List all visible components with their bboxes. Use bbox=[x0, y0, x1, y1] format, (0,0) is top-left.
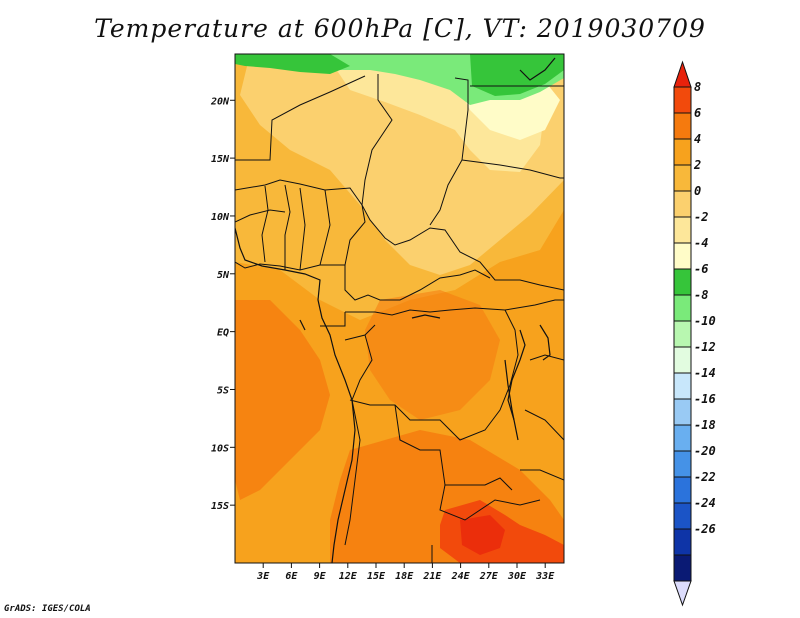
colorbar-label: -2 bbox=[694, 210, 708, 224]
field-region-orange-west-coast bbox=[235, 300, 330, 500]
lon-tick-label: 30E bbox=[507, 571, 527, 582]
map-frame bbox=[234, 53, 565, 564]
colorbar-label: -10 bbox=[694, 314, 716, 328]
colorbar-cell-18 bbox=[673, 528, 692, 556]
colorbar-bottom-triangle bbox=[673, 580, 692, 607]
axis-ticks: 3E 6E 9E 12E 15E 18E 21E 24E 27E 30E 33E 20N 15N 10N 5… bbox=[210, 96, 555, 582]
lon-tick-label: 21E bbox=[422, 571, 442, 582]
lon-tick-label: 6E bbox=[285, 571, 298, 582]
colorbar-cell-17 bbox=[673, 502, 692, 530]
colorbar-cell-19 bbox=[673, 554, 692, 582]
lat-tick-label: 5S bbox=[217, 385, 229, 396]
colorbar-label: 2 bbox=[693, 158, 701, 172]
coastline bbox=[235, 57, 556, 563]
colorbar-cell-5 bbox=[673, 190, 692, 218]
colorbar-label: -8 bbox=[694, 288, 708, 302]
colorbar-cell-3 bbox=[673, 138, 692, 166]
colorbar-cell-13 bbox=[673, 398, 692, 426]
colorbar-label: 8 bbox=[694, 80, 701, 94]
colorbar-top-triangle bbox=[673, 60, 692, 88]
colorbar-cell-9 bbox=[673, 294, 692, 322]
colorbar-cell-11 bbox=[673, 346, 692, 374]
colorbar-cell-1 bbox=[673, 86, 692, 114]
lon-tick-label: 3E bbox=[256, 571, 270, 582]
lon-tick-label: 33E bbox=[535, 571, 555, 582]
colorbar-label: -4 bbox=[694, 236, 708, 250]
colorbar-label: -18 bbox=[694, 418, 716, 432]
field-region-green-dark bbox=[235, 54, 350, 74]
colorbar: 8 6 4 2 0 -2 -4 -6 -8 -10 -12 -14 -16 -18 -20 -22 -24 -26 bbox=[673, 60, 716, 607]
country-borders bbox=[235, 74, 564, 563]
lat-tick-label: 5N bbox=[217, 270, 230, 281]
lat-tick-label: 10N bbox=[211, 212, 230, 223]
colorbar-label: -12 bbox=[694, 340, 716, 354]
lon-tick-label: 12E bbox=[339, 571, 358, 582]
credit-label: GrADS: IGES/COLA bbox=[4, 604, 91, 614]
colorbar-label: -20 bbox=[694, 444, 716, 458]
lon-tick-label: 18E bbox=[395, 571, 414, 582]
lon-tick-label: 27E bbox=[479, 571, 499, 582]
colorbar-cell-14 bbox=[673, 424, 692, 452]
colorbar-cell-6 bbox=[673, 216, 692, 244]
colorbar-label: 4 bbox=[694, 132, 701, 146]
map-title: Temperature at 600hPa [C], VT: 201903070… bbox=[94, 14, 706, 43]
colorbar-label: -14 bbox=[694, 366, 716, 380]
colorbar-label: -26 bbox=[694, 522, 716, 536]
lon-tick-label: 15E bbox=[367, 571, 386, 582]
colorbar-cell-10 bbox=[673, 320, 692, 348]
colorbar-label: -16 bbox=[694, 392, 716, 406]
field-region-orange-central bbox=[365, 290, 500, 420]
colorbar-cell-4 bbox=[673, 164, 692, 192]
colorbar-label: -22 bbox=[694, 470, 716, 484]
colorbar-cell-16 bbox=[673, 476, 692, 504]
colorbar-cell-2 bbox=[673, 112, 692, 140]
lat-tick-label: 15N bbox=[211, 154, 230, 165]
colorbar-cell-12 bbox=[673, 372, 692, 400]
lon-tick-label: 9E bbox=[314, 571, 327, 582]
field-region-red-core bbox=[460, 515, 505, 555]
colorbar-cell-15 bbox=[673, 450, 692, 478]
lat-tick-label: 20N bbox=[210, 96, 230, 107]
colorbar-label: 6 bbox=[694, 106, 701, 120]
lon-tick-label: 24E bbox=[451, 571, 471, 582]
lat-tick-label: 10S bbox=[211, 443, 229, 454]
lat-tick-label: 15S bbox=[211, 501, 229, 512]
temperature-field bbox=[235, 54, 564, 563]
colorbar-label: -6 bbox=[694, 262, 708, 276]
colorbar-cell-8 bbox=[673, 268, 692, 296]
colorbar-cell-7 bbox=[673, 242, 692, 270]
lat-tick-label: EQ bbox=[217, 328, 229, 339]
colorbar-label: 0 bbox=[694, 184, 701, 198]
colorbar-label: -24 bbox=[694, 496, 716, 510]
